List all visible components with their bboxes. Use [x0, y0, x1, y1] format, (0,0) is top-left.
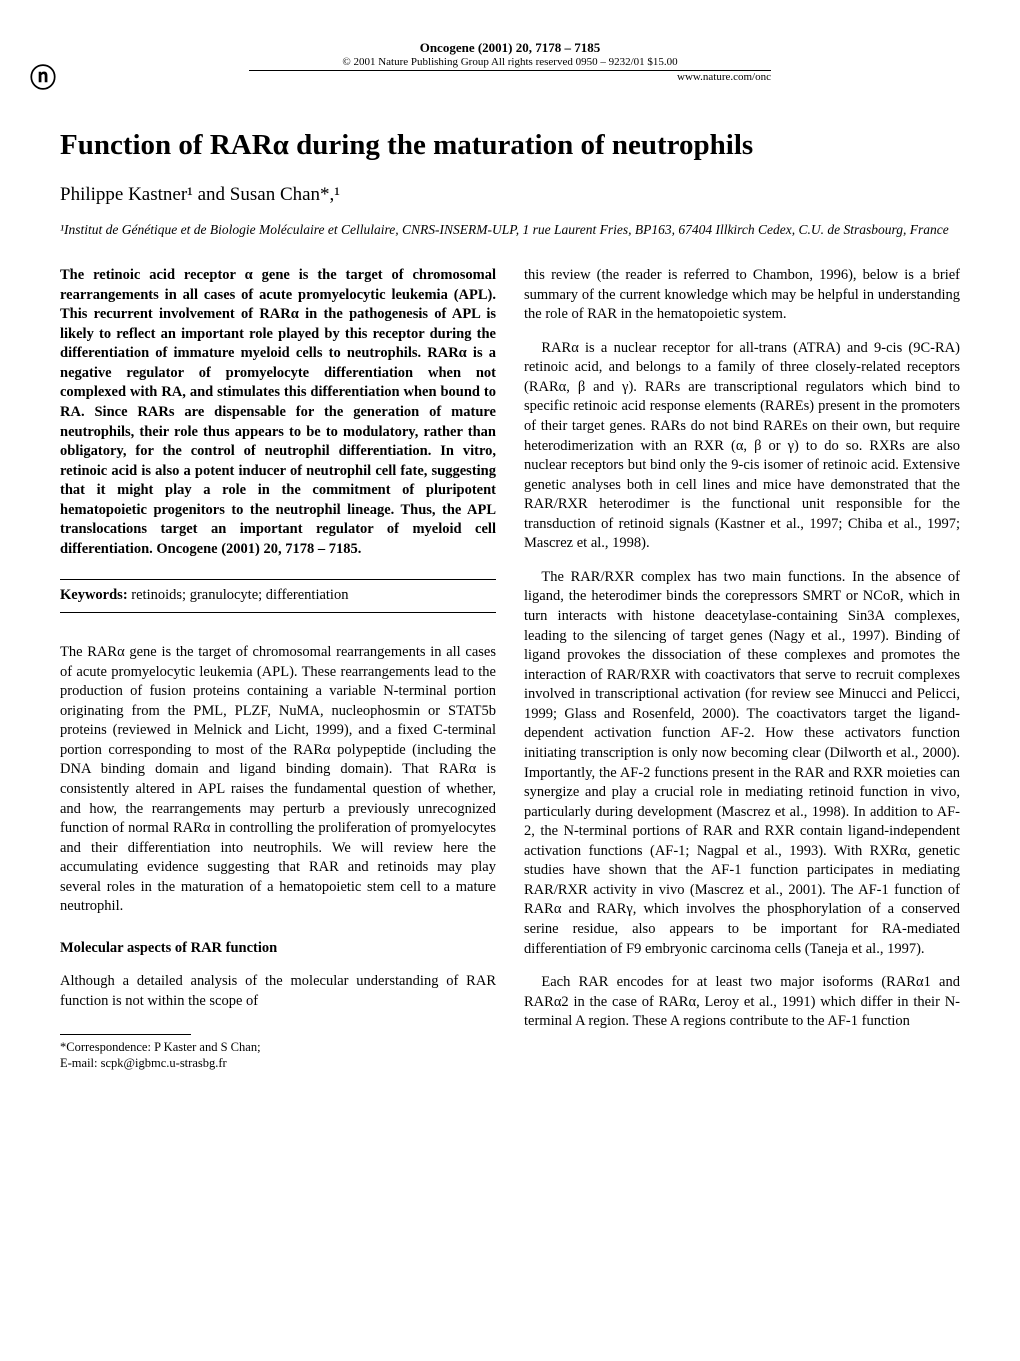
intro-paragraph: The RARα gene is the target of chromosom… — [60, 643, 496, 917]
copyright-line: © 2001 Nature Publishing Group All right… — [60, 56, 960, 68]
journal-header: ⓝ Oncogene (2001) 20, 7178 – 7185 © 2001… — [60, 40, 960, 83]
npg-logo-icon: ⓝ — [30, 58, 56, 95]
keywords-rule-top — [60, 579, 496, 580]
right-column: this review (the reader is referred to C… — [524, 266, 960, 1071]
section-heading-molecular: Molecular aspects of RAR function — [60, 939, 496, 959]
affiliation: ¹Institut de Génétique et de Biologie Mo… — [60, 222, 960, 238]
right-para2: RARα is a nuclear receptor for all-trans… — [524, 339, 960, 554]
section1-paragraph1: Although a detailed analysis of the mole… — [60, 972, 496, 1011]
keywords-rule-bottom — [60, 612, 496, 613]
footnote-email: E-mail: scpk@igbmc.u-strasbg.fr — [60, 1055, 496, 1071]
keywords-label: Keywords: — [60, 587, 128, 603]
authors-line: Philippe Kastner¹ and Susan Chan*,¹ — [60, 184, 960, 206]
keywords-text: retinoids; granulocyte; differentiation — [128, 587, 349, 603]
right-para4: Each RAR encodes for at least two major … — [524, 973, 960, 1032]
journal-citation: Oncogene (2001) 20, 7178 – 7185 — [60, 40, 960, 56]
right-para1: this review (the reader is referred to C… — [524, 266, 960, 325]
footnote-correspondence: *Correspondence: P Kaster and S Chan; — [60, 1039, 496, 1055]
article-title: Function of RARα during the maturation o… — [60, 129, 960, 162]
right-para3: The RAR/RXR complex has two main functio… — [524, 568, 960, 959]
left-column: The retinoic acid receptor α gene is the… — [60, 266, 496, 1071]
journal-url: www.nature.com/onc — [249, 71, 771, 83]
two-column-body: The retinoic acid receptor α gene is the… — [60, 266, 960, 1071]
footnote-separator — [60, 1034, 191, 1035]
abstract: The retinoic acid receptor α gene is the… — [60, 266, 496, 559]
keywords-line: Keywords: retinoids; granulocyte; differ… — [60, 586, 496, 606]
